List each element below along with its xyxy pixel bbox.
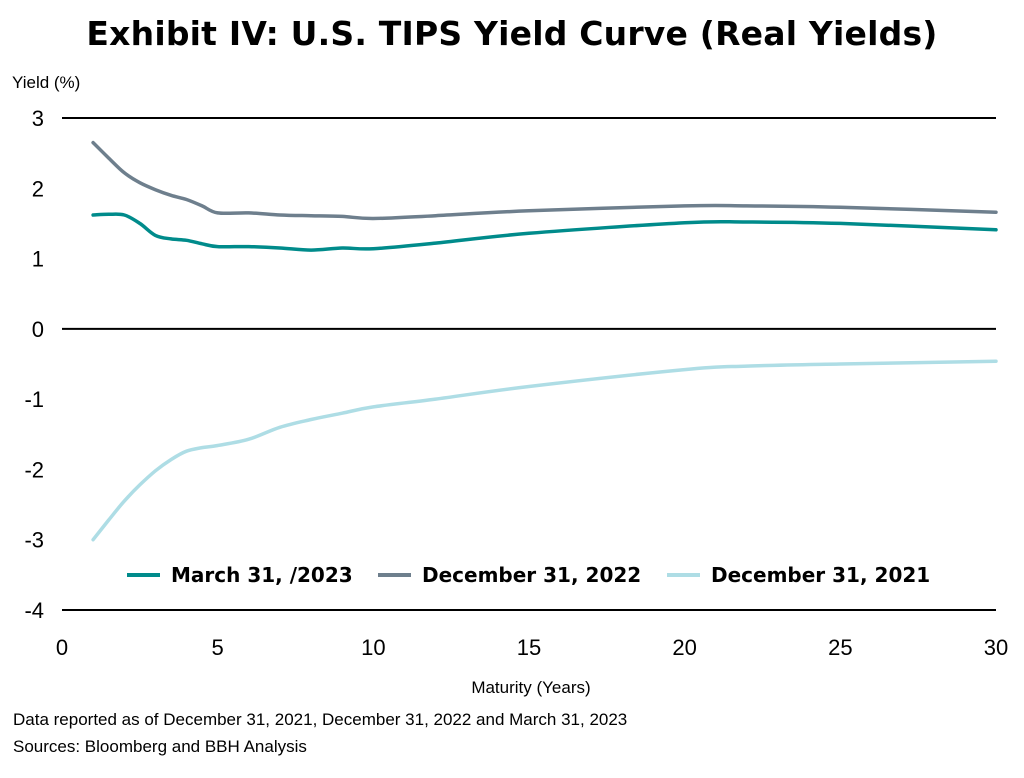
x-tick-label: 0 — [56, 635, 68, 660]
y-axis-ticks: 3 2 1 0 -1 -2 -3 -4 — [24, 106, 44, 623]
series-line-dec-2022 — [91, 140, 998, 221]
gridlines — [62, 117, 996, 611]
y-tick-label: 3 — [32, 106, 44, 131]
y-tick-label: 0 — [32, 317, 44, 342]
series-line-dec-2021 — [91, 359, 998, 542]
x-tick-label: 10 — [361, 635, 385, 660]
series-line-mar-2023 — [91, 212, 998, 252]
y-axis-label: Yield (%) — [12, 73, 80, 92]
legend-label-3: December 31, 2021 — [711, 563, 930, 587]
x-tick-label: 5 — [212, 635, 224, 660]
legend: March 31, /2023 December 31, 2022 December… — [127, 563, 930, 587]
legend-label-2: December 31, 2022 — [422, 563, 641, 587]
y-tick-label: -3 — [24, 528, 44, 553]
x-tick-label: 15 — [517, 635, 541, 660]
legend-label-1: March 31, /2023 — [171, 563, 353, 587]
series-lines — [91, 140, 998, 542]
chart-title: Exhibit IV: U.S. TIPS Yield Curve (Real … — [86, 14, 938, 53]
y-tick-label: -1 — [24, 387, 44, 412]
x-axis-label: Maturity (Years) — [471, 678, 590, 697]
data-note: Data reported as of December 31, 2021, D… — [13, 710, 628, 729]
y-tick-label: 2 — [32, 176, 44, 201]
x-tick-label: 30 — [984, 635, 1008, 660]
y-tick-label: -2 — [24, 457, 44, 482]
y-tick-label: -4 — [24, 598, 44, 623]
x-axis-ticks: 0 5 10 15 20 25 30 — [56, 635, 1008, 660]
sources-note: Sources: Bloomberg and BBH Analysis — [13, 737, 307, 756]
x-tick-label: 20 — [672, 635, 696, 660]
x-tick-label: 25 — [828, 635, 852, 660]
y-tick-label: 1 — [32, 247, 44, 272]
